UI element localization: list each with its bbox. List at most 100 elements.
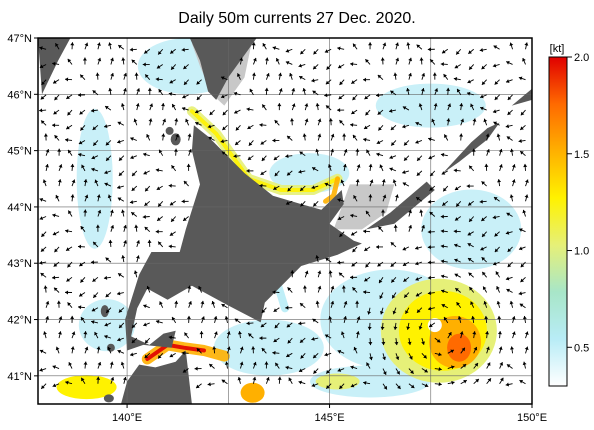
current-arrow — [239, 57, 244, 65]
arrow-head — [81, 377, 85, 382]
current-arrow — [499, 377, 504, 384]
arrow-head — [130, 155, 134, 160]
arrow-head — [54, 135, 58, 139]
arrow-head — [469, 165, 473, 170]
arrow-head — [509, 148, 514, 153]
lat-tick-label: 43°N — [7, 258, 32, 270]
current-arrow — [311, 383, 319, 388]
arrow-head — [506, 136, 511, 140]
arrow-head — [450, 349, 454, 354]
arrow-head — [444, 134, 448, 138]
arrow-head — [149, 103, 154, 108]
colorbar-tick-label: 2.0 — [574, 52, 589, 64]
current-arrow — [440, 152, 448, 157]
current-arrow — [428, 155, 436, 160]
arrow-head — [40, 273, 45, 277]
current-arrow — [246, 321, 254, 326]
arrow-head — [273, 156, 278, 160]
arrow-head — [272, 350, 276, 355]
arrow-head — [171, 165, 175, 169]
arrow-head — [511, 164, 516, 168]
arrow-head — [440, 214, 444, 219]
arrow-head — [144, 354, 149, 359]
arrow-head — [392, 294, 396, 299]
arrow-head — [325, 257, 330, 262]
current-arrow — [427, 291, 435, 296]
arrow-head — [221, 379, 226, 384]
arrow-head — [505, 276, 510, 281]
arrow-head — [424, 368, 428, 373]
arrow-head — [421, 73, 426, 77]
current-arrow — [524, 42, 529, 50]
arrow-head — [419, 57, 424, 61]
arrow-head — [70, 346, 75, 350]
current-arrow — [208, 363, 215, 369]
current-arrow — [78, 152, 86, 157]
arrow-head — [468, 272, 473, 277]
current-arrow — [342, 163, 347, 171]
current-arrow — [455, 48, 462, 55]
current-arrow — [133, 118, 138, 126]
arrow-head — [93, 142, 97, 146]
current-arrow — [395, 42, 399, 50]
arrow-head — [403, 141, 408, 146]
current-arrow — [479, 48, 487, 52]
current-arrow — [393, 322, 398, 330]
current-arrow — [352, 94, 358, 101]
current-arrow — [278, 88, 283, 96]
arrow-head — [198, 286, 202, 290]
current-arrow — [159, 301, 164, 308]
arrow-head — [304, 103, 309, 107]
current-arrow — [247, 155, 254, 161]
arrow-head — [67, 263, 71, 268]
arrow-head — [39, 108, 43, 113]
current-arrow — [328, 316, 333, 324]
arrow-head — [52, 365, 57, 369]
arrow-head — [68, 210, 72, 215]
current-arrow — [298, 169, 306, 174]
arrow-head — [393, 224, 398, 228]
arrow-head — [469, 287, 473, 291]
arrow-head — [506, 364, 511, 368]
current-arrow — [481, 231, 487, 238]
current-arrow — [187, 133, 192, 141]
arrow-head — [429, 211, 434, 216]
arrow-head — [168, 183, 172, 188]
current-arrow — [77, 244, 85, 249]
current-arrow — [351, 261, 358, 267]
arrow-head — [363, 137, 367, 142]
arrow-head — [485, 331, 490, 335]
current-arrow — [520, 109, 526, 116]
arrow-head — [224, 316, 229, 320]
arrow-head — [351, 231, 355, 236]
current-arrow — [80, 377, 86, 384]
current-arrow — [341, 285, 346, 293]
arrow-head — [39, 197, 44, 202]
current-arrow — [84, 346, 89, 354]
current-arrow — [392, 307, 397, 315]
arrow-head — [96, 376, 101, 380]
arrow-head — [518, 246, 523, 251]
current-arrow — [285, 154, 293, 159]
current-arrow — [168, 183, 176, 188]
current-arrow — [143, 48, 151, 54]
arrow-head — [520, 278, 525, 283]
arrow-head — [80, 226, 85, 230]
arrow-head — [91, 167, 95, 172]
current-arrow — [161, 133, 166, 141]
current-arrow — [440, 289, 448, 294]
current-arrow — [40, 272, 47, 278]
current-arrow — [56, 300, 61, 308]
current-arrow — [80, 124, 86, 131]
arrow-head — [481, 233, 486, 237]
arrow-head — [377, 262, 382, 267]
current-arrow — [251, 42, 256, 50]
current-arrow — [408, 72, 412, 80]
lat-tick-label: 45°N — [7, 146, 32, 158]
arrow-head — [142, 62, 146, 67]
arrow-head — [81, 164, 85, 169]
small-island — [165, 126, 174, 135]
current-arrow — [408, 353, 413, 360]
current-arrow — [509, 194, 514, 202]
arrow-head — [338, 64, 342, 69]
